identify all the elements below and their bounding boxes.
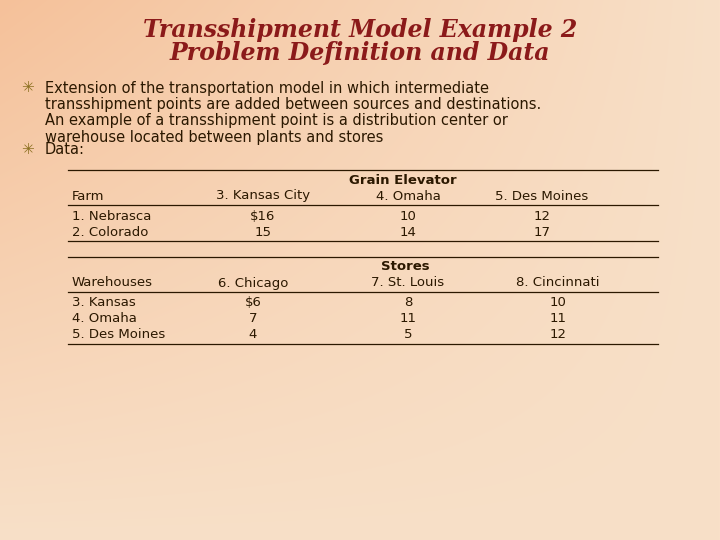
Text: 4. Omaha: 4. Omaha	[72, 313, 137, 326]
Text: An example of a transshipment point is a distribution center or: An example of a transshipment point is a…	[45, 113, 508, 129]
Text: 4: 4	[249, 328, 257, 341]
Text: Stores: Stores	[381, 260, 430, 273]
Text: warehouse located between plants and stores: warehouse located between plants and sto…	[45, 130, 383, 145]
Text: Warehouses: Warehouses	[72, 276, 153, 289]
Text: 10: 10	[400, 210, 416, 222]
Text: 5: 5	[404, 328, 413, 341]
Text: 7: 7	[248, 313, 257, 326]
Text: 11: 11	[549, 313, 567, 326]
Text: ✳: ✳	[22, 143, 35, 158]
Text: 10: 10	[549, 296, 567, 309]
Text: 3. Kansas: 3. Kansas	[72, 296, 136, 309]
Text: 1. Nebrasca: 1. Nebrasca	[72, 210, 151, 222]
Text: 12: 12	[534, 210, 551, 222]
Text: 12: 12	[549, 328, 567, 341]
Text: Transshipment Model Example 2: Transshipment Model Example 2	[143, 18, 577, 42]
Text: Farm: Farm	[72, 190, 104, 202]
Text: ✳: ✳	[22, 80, 35, 96]
Text: transshipment points are added between sources and destinations.: transshipment points are added between s…	[45, 97, 541, 112]
Text: 11: 11	[400, 313, 416, 326]
Text: 5. Des Moines: 5. Des Moines	[72, 328, 166, 341]
Text: 5. Des Moines: 5. Des Moines	[495, 190, 589, 202]
Text: 8. Cincinnati: 8. Cincinnati	[516, 276, 600, 289]
Text: $6: $6	[245, 296, 261, 309]
Text: 4. Omaha: 4. Omaha	[376, 190, 441, 202]
Text: Extension of the transportation model in which intermediate: Extension of the transportation model in…	[45, 80, 489, 96]
Text: Grain Elevator: Grain Elevator	[348, 173, 456, 186]
Text: 3. Kansas City: 3. Kansas City	[216, 190, 310, 202]
Text: 17: 17	[534, 226, 551, 239]
Text: 6. Chicago: 6. Chicago	[218, 276, 288, 289]
Text: 14: 14	[400, 226, 416, 239]
Text: Data:: Data:	[45, 143, 85, 158]
Text: 2. Colorado: 2. Colorado	[72, 226, 148, 239]
Text: 7. St. Louis: 7. St. Louis	[372, 276, 444, 289]
Text: $16: $16	[251, 210, 276, 222]
Text: Problem Definition and Data: Problem Definition and Data	[170, 41, 550, 65]
Text: 8: 8	[404, 296, 412, 309]
Text: 15: 15	[254, 226, 271, 239]
